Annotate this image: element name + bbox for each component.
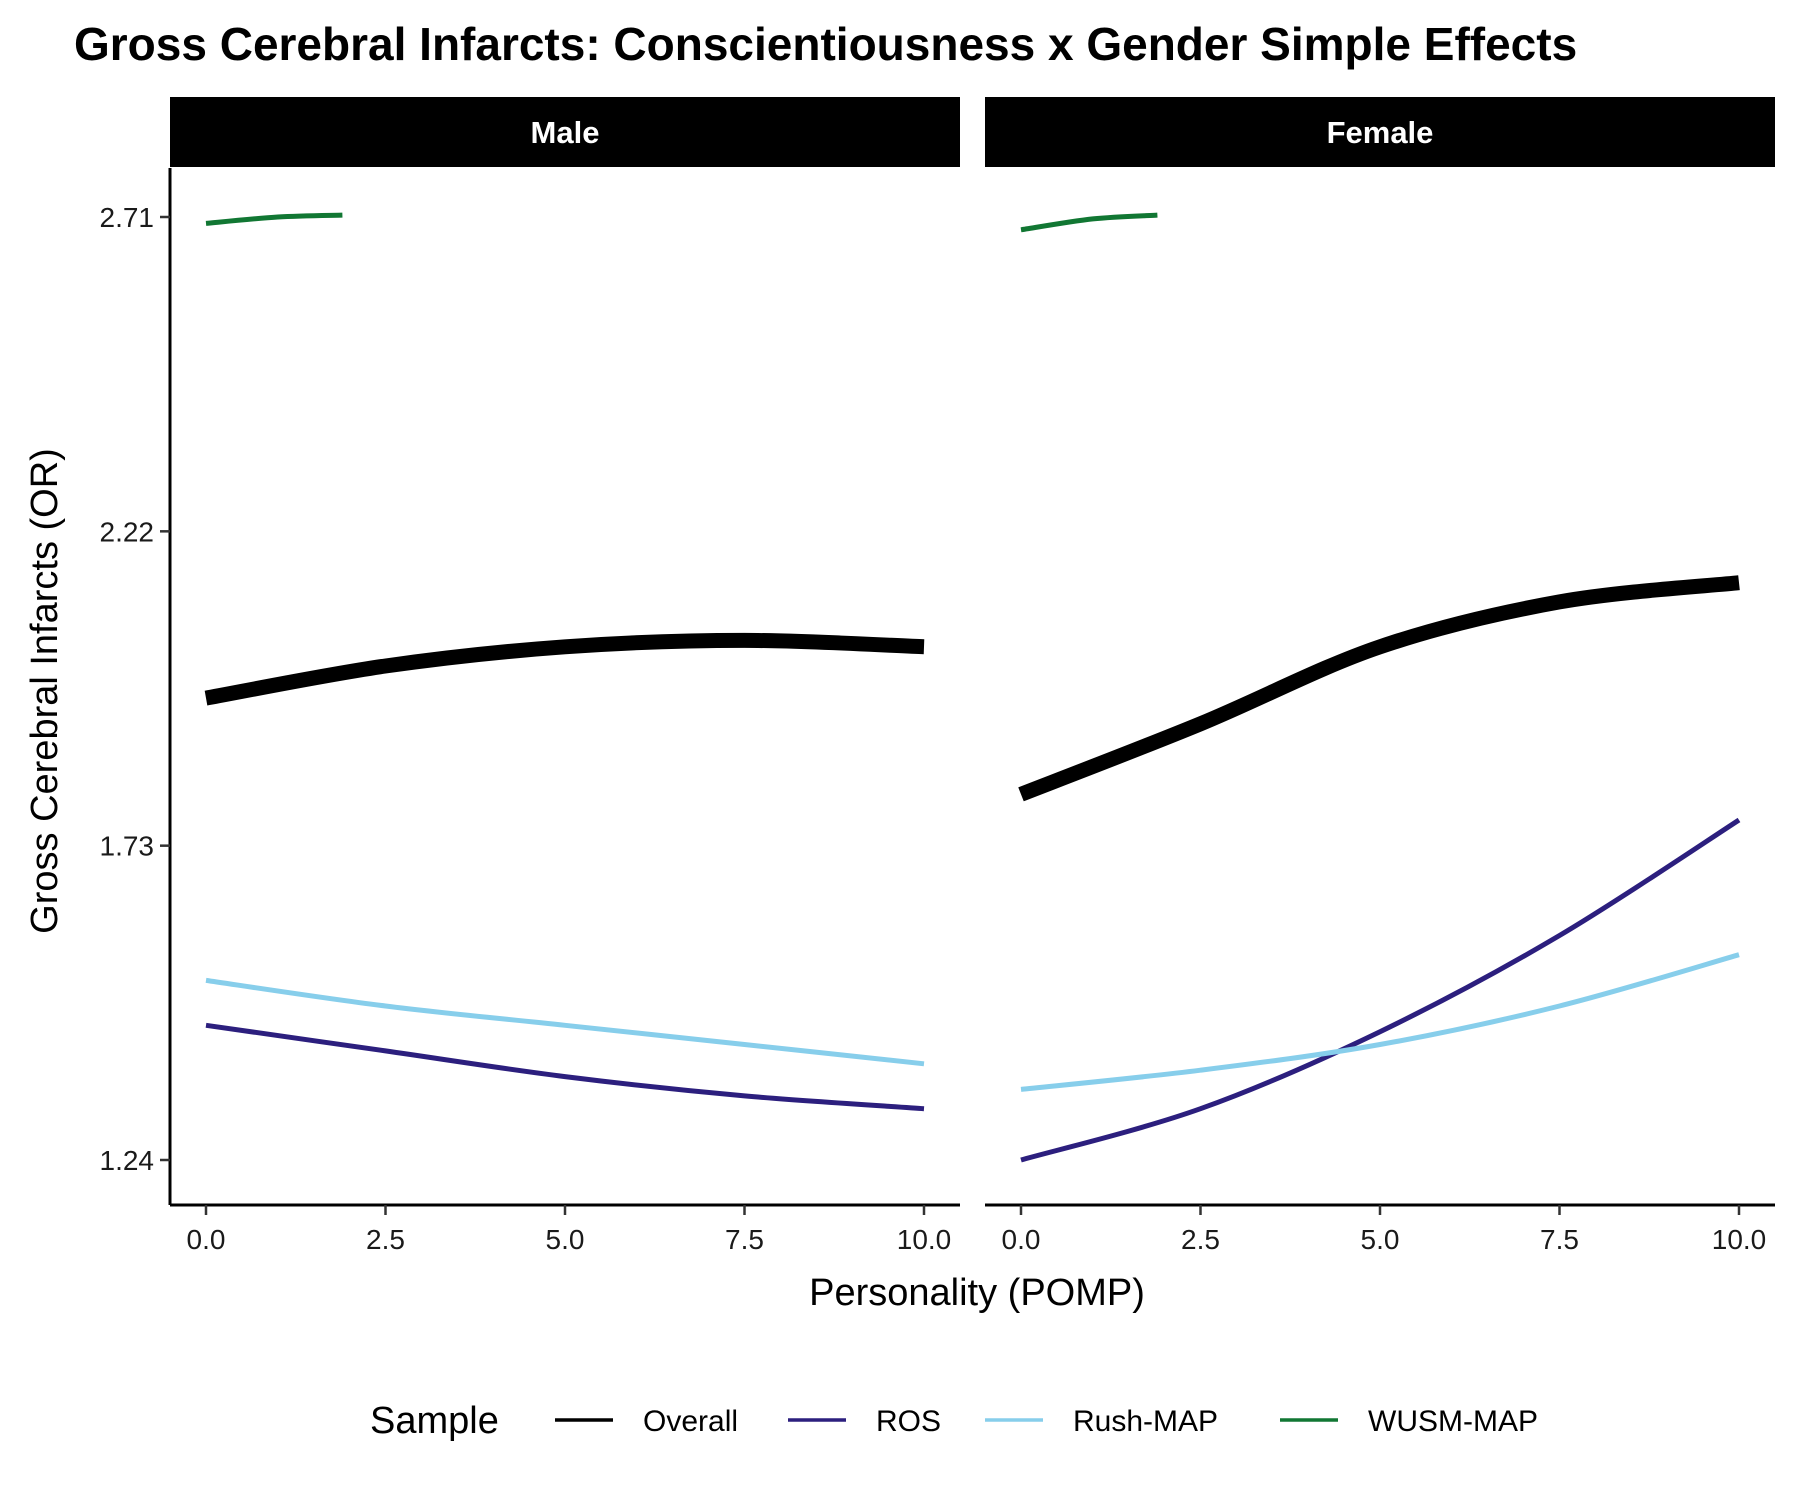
legend: Sample Overall ROS Rush-MAP WUSM-MAP [370, 1400, 1538, 1442]
series-line-overall [1018, 575, 1740, 802]
series-line-rush-map [205, 977, 925, 1067]
panel-strip [170, 97, 960, 167]
y-tick-label: 1.24 [100, 1145, 155, 1176]
legend-label: Rush-MAP [1073, 1405, 1218, 1438]
panel-male: Male 1.24 1.73 2.22 2.71 0.0 2.5 5.0 7.5 10.0 [100, 97, 960, 1255]
series-line-wusm-map [1020, 212, 1158, 233]
x-tick-label: 10.0 [897, 1224, 952, 1255]
series-line-ros [1020, 817, 1741, 1163]
panel-female: Female 0.0 2.5 5.0 7.5 10.0 [985, 97, 1775, 1255]
x-tick-label: 10.0 [1712, 1224, 1767, 1255]
legend-title: Sample [370, 1400, 499, 1442]
x-tick-label: 2.5 [366, 1224, 405, 1255]
y-tick-label: 2.22 [100, 516, 155, 547]
series-line-ros [205, 1022, 925, 1112]
panel-strip-label: Male [531, 115, 600, 150]
y-tick-label: 1.73 [100, 831, 155, 862]
x-tick-label: 0.0 [187, 1224, 226, 1255]
legend-item-overall: Overall [555, 1405, 738, 1438]
x-tick-label: 5.0 [1361, 1224, 1400, 1255]
x-tick-label: 5.0 [546, 1224, 585, 1255]
legend-label: Overall [643, 1405, 738, 1438]
x-tick-label: 0.0 [1002, 1224, 1041, 1255]
series-line-rush-map [1020, 952, 1740, 1092]
legend-item-rush-map: Rush-MAP [985, 1405, 1218, 1438]
legend-item-wusm-map: WUSM-MAP [1280, 1405, 1538, 1438]
panel-strip [985, 97, 1775, 167]
y-tick-label: 2.71 [100, 202, 155, 233]
series-line-wusm-map [205, 212, 343, 226]
legend-item-ros: ROS [788, 1405, 941, 1438]
x-axis-title: Personality (POMP) [809, 1272, 1145, 1314]
legend-label: ROS [876, 1405, 941, 1438]
y-axis-title: Gross Cerebral Infarcts (OR) [24, 448, 66, 934]
legend-label: WUSM-MAP [1368, 1405, 1538, 1438]
chart-title: Gross Cerebral Infarcts: Conscientiousne… [74, 18, 1577, 70]
x-tick-label: 7.5 [725, 1224, 764, 1255]
series-line-overall [204, 632, 925, 706]
x-tick-label: 2.5 [1181, 1224, 1220, 1255]
x-tick-label: 7.5 [1540, 1224, 1579, 1255]
panel-strip-label: Female [1327, 115, 1434, 150]
